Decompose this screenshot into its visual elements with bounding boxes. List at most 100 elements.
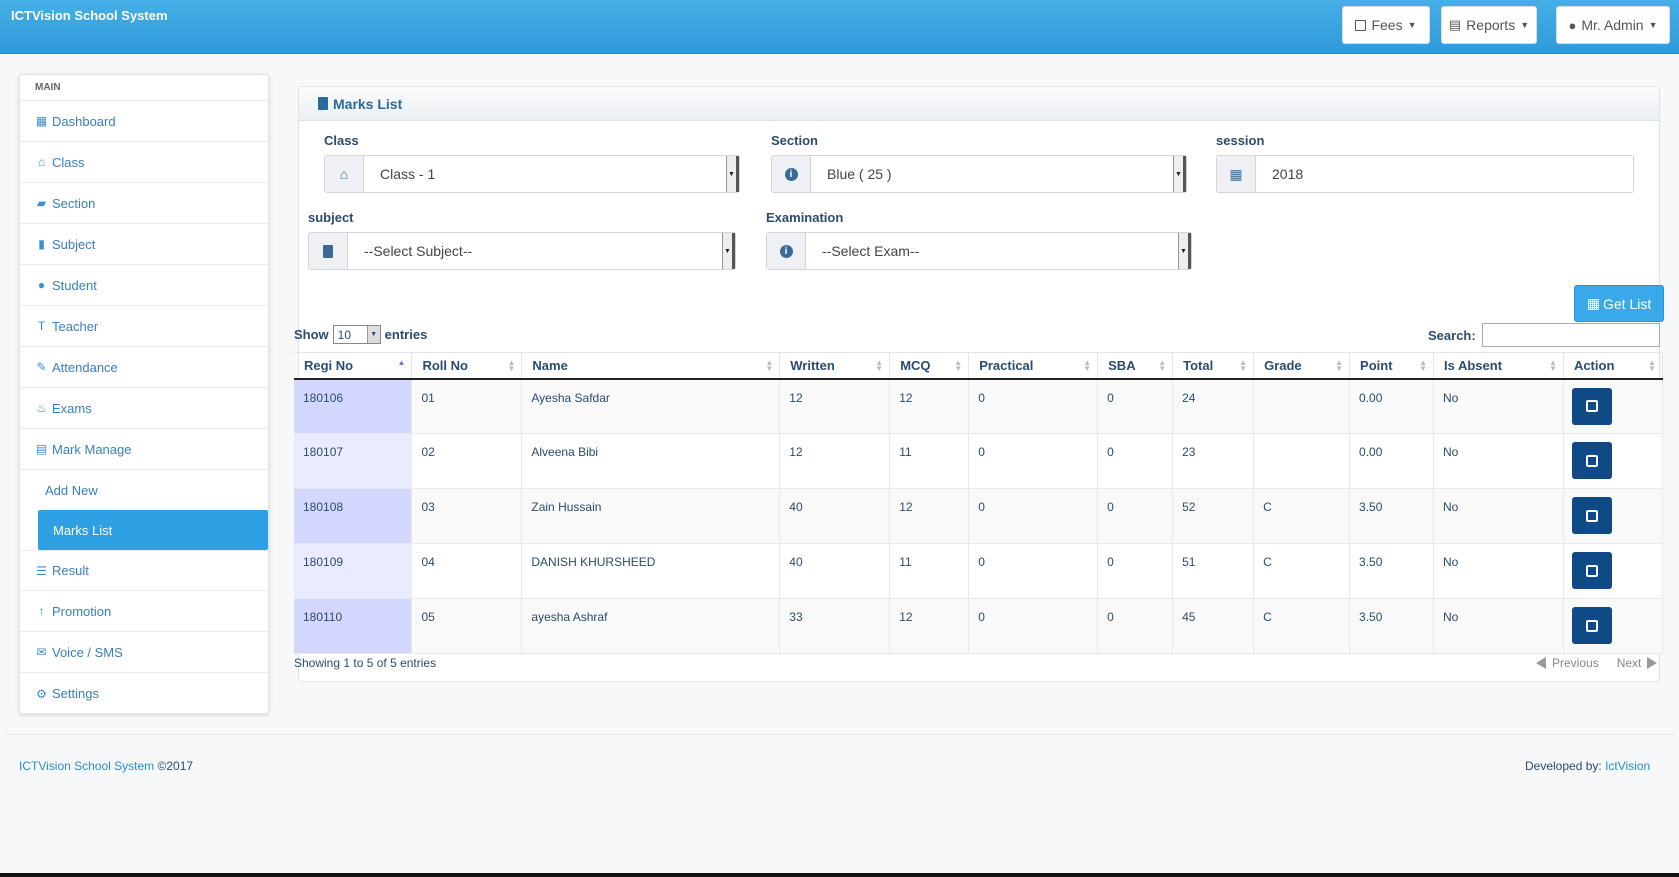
sidebar-item-teacher[interactable]: T Teacher: [20, 306, 268, 347]
previous-button[interactable]: Previous: [1552, 656, 1599, 670]
section-select-value: Blue ( 25 ): [827, 166, 892, 182]
search-input[interactable]: [1481, 323, 1660, 347]
folder-icon: ▰: [36, 196, 47, 210]
reports-label: Reports: [1466, 17, 1516, 33]
entries-select-value: 10: [337, 327, 352, 342]
sidebar-item-result[interactable]: ☰ Result: [20, 550, 268, 591]
col-header-written[interactable]: Written ▲ ▼: [779, 352, 891, 380]
sidebar-item-voice-sms[interactable]: ✉ Voice / SMS: [20, 632, 268, 673]
action-cell: [1563, 488, 1664, 544]
col-header-grade[interactable]: Grade ▲ ▼: [1253, 352, 1351, 380]
reports-dropdown-button[interactable]: ▤ Reports ▼: [1441, 6, 1537, 44]
table-cell: [1253, 378, 1351, 434]
table-cell: C: [1253, 598, 1351, 654]
footer-developer-link[interactable]: IctVision: [1605, 759, 1651, 773]
col-header-name[interactable]: Name ▲ ▼: [521, 352, 781, 380]
entries-select[interactable]: 10 ▼: [332, 325, 381, 344]
table-cell: 0.00: [1349, 433, 1434, 489]
edit-button[interactable]: [1571, 387, 1612, 425]
edit-icon: [1585, 619, 1598, 632]
calendar-icon: ▦: [1217, 156, 1256, 192]
footer-divider: [5, 734, 1675, 735]
sidebar-item-student[interactable]: ● Student: [20, 265, 268, 306]
footer-developer: Developed by: IctVision: [1525, 759, 1650, 773]
user-icon: ●: [1568, 17, 1577, 33]
edit-button[interactable]: [1571, 442, 1612, 479]
col-header-action[interactable]: Action ▲ ▼: [1563, 352, 1664, 380]
sidebar-item-label: Teacher: [52, 318, 99, 334]
brand-title[interactable]: ICTVision School System: [11, 8, 168, 23]
sidebar-subitem-add-new[interactable]: Add New: [45, 482, 98, 498]
col-header-mcq[interactable]: MCQ ▲ ▼: [889, 352, 970, 380]
footer-brand-link[interactable]: ICTVision School System: [19, 759, 155, 773]
sort-icon: ▲ ▼: [1648, 358, 1656, 373]
user-dropdown-button[interactable]: ● Mr. Admin ▼: [1556, 6, 1670, 44]
sidebar-item-label: Voice / SMS: [52, 644, 123, 660]
sidebar-section-title: MAIN: [20, 75, 268, 101]
sidebar-item-promotion[interactable]: ↑ Promotion: [20, 591, 268, 632]
sidebar-item-exams[interactable]: ♨ Exams: [20, 388, 268, 429]
action-cell: [1563, 543, 1664, 599]
table-cell: 0: [968, 488, 1099, 544]
get-list-button[interactable]: ▦ Get List: [1574, 285, 1664, 322]
col-header-point[interactable]: Point ▲ ▼: [1349, 352, 1434, 380]
sidebar-item-label: Class: [52, 154, 85, 170]
edit-button[interactable]: [1571, 552, 1612, 589]
section-label: Section: [771, 133, 818, 148]
table-row: 180106 01 Ayesha Safdar 12 12 0 0 24 0.00 No: [294, 378, 1664, 434]
previous-arrow-icon[interactable]: [1536, 657, 1546, 669]
table-cell: 0: [1097, 378, 1174, 434]
col-header-is-absent[interactable]: Is Absent ▲ ▼: [1433, 352, 1564, 380]
col-header-regi-no[interactable]: Regi No ▲: [294, 352, 413, 380]
action-cell: [1563, 433, 1664, 489]
table-cell: 51: [1172, 543, 1255, 599]
edit-button[interactable]: [1571, 497, 1612, 534]
action-cell: [1563, 598, 1664, 654]
col-header-roll-no[interactable]: Roll No ▲ ▼: [411, 352, 523, 380]
sidebar-item-dashboard[interactable]: ▦ Dashboard: [20, 101, 268, 142]
table-cell: No: [1433, 543, 1564, 599]
sidebar-item-mark-manage[interactable]: ▤ Mark Manage: [20, 429, 268, 470]
table-cell: 11: [889, 543, 970, 599]
sidebar-item-label: Dashboard: [52, 113, 116, 129]
subject-select-value: --Select Subject--: [364, 243, 473, 259]
table-cell: 12: [779, 433, 891, 489]
sidebar-item-class[interactable]: ⌂ Class: [20, 142, 268, 183]
show-entries: Show 10 ▼ entries: [294, 325, 427, 344]
col-header-sba[interactable]: SBA ▲ ▼: [1097, 352, 1174, 380]
edit-button[interactable]: [1571, 607, 1612, 644]
edit-icon: [1585, 454, 1598, 467]
sort-asc-icon: ▲: [397, 358, 406, 367]
sidebar-item-label: Promotion: [52, 603, 112, 619]
footer-copyright: ICTVision School System ©2017: [19, 759, 193, 773]
show-label: Show: [294, 327, 329, 342]
next-arrow-icon[interactable]: [1647, 657, 1658, 669]
envelope-icon: ✉: [36, 645, 47, 659]
sidebar-item-attendance[interactable]: ✎ Attendance: [20, 347, 268, 388]
sidebar-item-label: Exams: [52, 400, 92, 416]
sidebar-item-settings[interactable]: ⚙ Settings: [20, 673, 268, 714]
next-button[interactable]: Next: [1616, 656, 1642, 670]
col-header-practical[interactable]: Practical ▲ ▼: [968, 352, 1099, 380]
subject-select[interactable]: --Select Subject-- ▼: [308, 232, 736, 270]
sidebar-subitem-marks-list[interactable]: Marks List: [38, 510, 268, 550]
table-cell: ayesha Ashraf: [521, 598, 781, 654]
exam-select[interactable]: i --Select Exam-- ▼: [766, 232, 1192, 270]
top-navbar: ICTVision School System Fees ▼ ▤ Reports…: [0, 0, 1679, 54]
edit-icon: [1585, 509, 1598, 522]
col-header-total[interactable]: Total ▲ ▼: [1172, 352, 1255, 380]
table-cell: 40: [779, 543, 891, 599]
table-cell: 40: [779, 488, 891, 544]
section-select[interactable]: i Blue ( 25 ) ▼: [771, 155, 1187, 193]
fees-dropdown-button[interactable]: Fees ▼: [1342, 6, 1430, 44]
class-select[interactable]: ⌂ Class - 1 ▼: [324, 155, 740, 193]
table-cell: [1253, 433, 1351, 489]
session-input[interactable]: ▦ 2018: [1216, 155, 1634, 193]
sidebar-item-subject[interactable]: ▮ Subject: [20, 224, 268, 265]
table-cell: 45: [1172, 598, 1255, 654]
chevron-down-icon: ▼: [1173, 156, 1186, 192]
sidebar-item-section[interactable]: ▰ Section: [20, 183, 268, 224]
table-cell: C: [1253, 543, 1351, 599]
edit-icon: [1585, 564, 1598, 577]
session-input-value: 2018: [1272, 166, 1304, 182]
